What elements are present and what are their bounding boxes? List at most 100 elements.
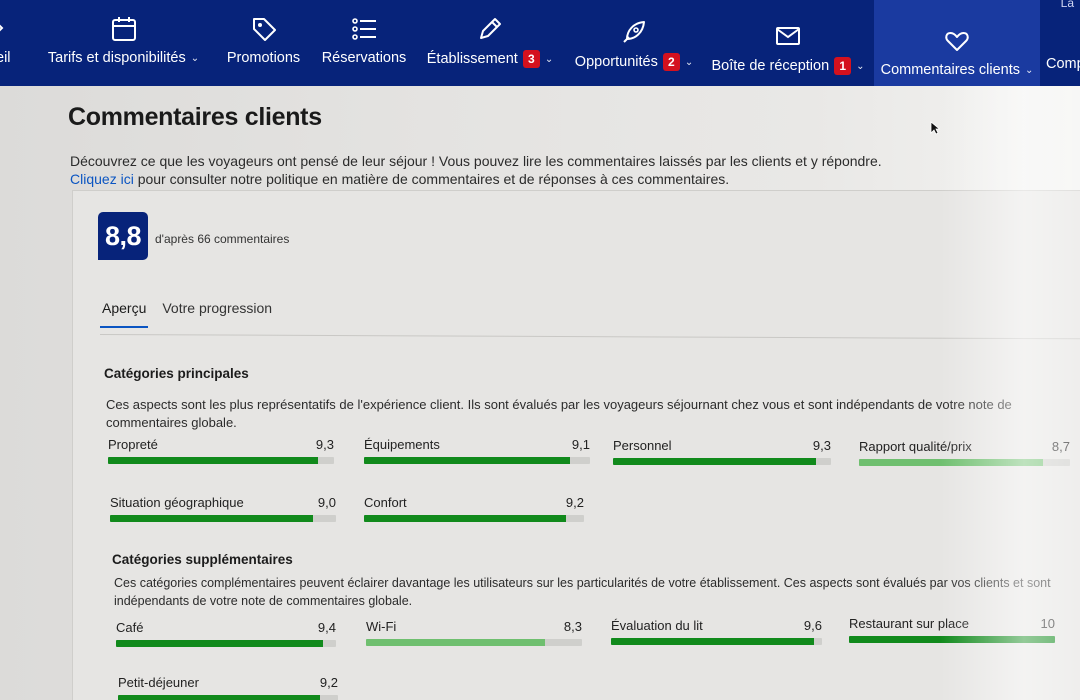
metric-rapport-qualite-prix: Rapport qualité/prix 8,7 xyxy=(859,439,1070,466)
chevron-down-icon: ⌄ xyxy=(544,53,554,65)
nav-item-tarifs[interactable]: Tarifs et disponibilités ⌄ xyxy=(46,0,201,84)
nav-label: eil xyxy=(0,50,11,66)
metric-label: Situation géographique xyxy=(110,495,244,510)
metric-bar-track xyxy=(364,515,584,522)
metric-bar-track xyxy=(859,459,1070,466)
notification-badge: 1 xyxy=(834,57,852,75)
chevron-down-icon: ⌄ xyxy=(856,60,865,72)
nav-item-etablissement[interactable]: Établissement 3 ⌄ xyxy=(427,0,553,84)
section-desc-main: Ces aspects sont les plus représentatifs… xyxy=(106,397,1012,430)
metric-score: 9,0 xyxy=(317,495,336,510)
metric-bar-fill xyxy=(366,639,546,646)
metric-bar-track xyxy=(110,515,336,522)
nav-item-reservations[interactable]: Réservations xyxy=(322,0,406,84)
nav-label: Établissement xyxy=(426,51,518,67)
metric-bar-track xyxy=(366,639,582,646)
chevron-down-icon: ⌄ xyxy=(190,52,200,64)
metric-score: 9,1 xyxy=(571,437,590,452)
metric-bar-fill xyxy=(613,458,816,465)
metric-score: 9,3 xyxy=(812,438,831,453)
nav-item-boite-reception[interactable]: Boîte de réception 1 ⌄ xyxy=(711,0,865,84)
metric-label: Petit-déjeuner xyxy=(118,675,199,690)
metric-bar-fill xyxy=(364,457,570,464)
metric-bar-fill xyxy=(116,640,323,647)
nav-label: Opportunités xyxy=(574,54,658,70)
mouse-cursor-icon xyxy=(930,121,940,135)
rocket-icon xyxy=(621,19,647,45)
envelope-icon xyxy=(775,23,801,49)
metric-label: Restaurant sur place xyxy=(849,616,969,631)
metric-label: Confort xyxy=(364,495,407,510)
policy-link[interactable]: Cliquez ici xyxy=(70,171,134,187)
metric-bar-track xyxy=(613,458,831,465)
metric-evaluation-lit: Évaluation du lit 9,6 xyxy=(611,618,822,645)
notification-badge: 2 xyxy=(662,53,680,71)
nav-label: Promotions xyxy=(226,50,301,66)
intro-line: Découvrez ce que les voyageurs ont pensé… xyxy=(70,153,882,169)
metric-situation-geographique: Situation géographique 9,0 xyxy=(110,495,336,522)
metric-label: Propreté xyxy=(108,437,158,452)
metric-score: 9,2 xyxy=(565,495,584,510)
list-icon xyxy=(351,16,377,42)
metric-label: Personnel xyxy=(613,438,672,453)
section-title-main: Catégories principales xyxy=(104,366,249,381)
metric-bar-fill xyxy=(110,515,314,522)
metric-bar-track xyxy=(118,695,338,700)
nav-label: Tarifs et disponibilités xyxy=(47,50,186,66)
page-title: Commentaires clients xyxy=(68,103,322,131)
metric-bar-track xyxy=(611,638,822,645)
metric-petit-dejeuner: Petit-déjeuner 9,2 xyxy=(118,675,338,700)
nav-item-commentaires[interactable]: Commentaires clients ⌄ xyxy=(874,0,1040,92)
metric-bar-fill xyxy=(611,638,814,645)
tab-apercu[interactable]: Aperçu xyxy=(100,300,149,328)
reviews-card xyxy=(72,190,1080,700)
metric-score: 9,3 xyxy=(315,437,334,452)
metric-bar-fill xyxy=(364,515,567,522)
nav-item-comp[interactable]: Comp xyxy=(1046,0,1080,84)
metric-label: Équipements xyxy=(364,437,440,452)
metric-bar-fill xyxy=(118,695,321,700)
calendar-icon xyxy=(111,16,137,42)
partial-home-icon xyxy=(0,16,22,42)
chevron-down-icon: ⌄ xyxy=(684,56,694,68)
overall-score-badge: 8,8 xyxy=(98,212,148,260)
notification-badge: 3 xyxy=(522,50,540,68)
metric-bar-track xyxy=(116,640,336,647)
metric-bar-track xyxy=(364,457,590,464)
section-title-extra: Catégories supplémentaires xyxy=(112,552,293,567)
metric-bar-fill xyxy=(108,457,319,464)
intro-line: pour consulter notre politique en matièr… xyxy=(133,171,730,187)
metric-bar-track xyxy=(108,457,334,464)
nav-item-promotions[interactable]: Promotions xyxy=(226,0,301,84)
chevron-down-icon: ⌄ xyxy=(1025,64,1034,76)
metric-label: Café xyxy=(116,620,144,635)
metric-score: 9,4 xyxy=(317,620,336,635)
metric-bar-fill xyxy=(859,459,1043,466)
nav-item-opportunites[interactable]: Opportunités 2 ⌄ xyxy=(575,0,693,84)
metric-label: Wi-Fi xyxy=(366,619,397,634)
nav-label: Comp xyxy=(1046,56,1080,72)
metric-bar-fill xyxy=(849,636,1055,643)
tag-icon xyxy=(251,16,277,42)
metric-confort: Confort 9,2 xyxy=(364,495,584,522)
tab-progression[interactable]: Votre progression xyxy=(162,300,273,316)
metric-wifi: Wi-Fi 8,3 xyxy=(366,619,582,646)
heart-icon xyxy=(944,28,970,54)
metric-score: 10 xyxy=(1040,616,1055,631)
metric-score: 8,3 xyxy=(563,619,582,634)
metric-proprete: Propreté 9,3 xyxy=(108,437,334,464)
nav-item-home[interactable]: eil xyxy=(0,0,18,84)
nav-label: Boîte de réception xyxy=(711,58,830,74)
intro-text: Découvrez ce que les voyageurs ont pensé… xyxy=(70,152,950,188)
user-name-partial: La xyxy=(1060,0,1074,10)
metric-label: Évaluation du lit xyxy=(611,618,703,633)
metric-personnel: Personnel 9,3 xyxy=(613,438,831,465)
nav-label: Commentaires clients xyxy=(880,62,1021,78)
metric-restaurant-sur-place: Restaurant sur place 10 xyxy=(849,616,1055,643)
tabs: Aperçu Votre progression xyxy=(100,300,286,328)
top-navigation: eil Tarifs et disponibilités ⌄ Promotions… xyxy=(0,0,1080,92)
review-count: d'après 66 commentaires xyxy=(155,232,290,246)
section-desc-extra: Ces catégories complémentaires peuvent é… xyxy=(114,576,1051,608)
metric-score: 9,2 xyxy=(319,675,338,690)
pencil-icon xyxy=(477,16,503,42)
